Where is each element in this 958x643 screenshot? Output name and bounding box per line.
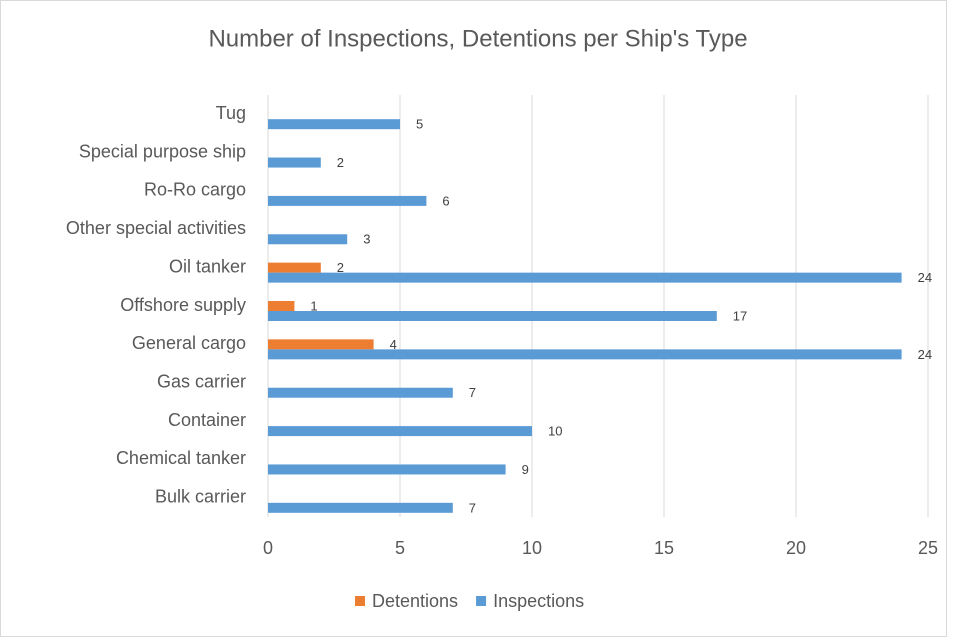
bar <box>268 349 902 360</box>
y-tick-label: General cargo <box>132 333 246 353</box>
legend-label: Detentions <box>372 591 458 611</box>
data-label: 24 <box>918 270 932 285</box>
bar <box>268 311 717 321</box>
bar <box>268 157 321 168</box>
chart-title: Number of Inspections, Detentions per Sh… <box>208 25 747 52</box>
data-label: 24 <box>918 347 932 362</box>
data-label: 2 <box>337 260 344 275</box>
bar <box>268 339 374 350</box>
bar <box>268 387 453 398</box>
bar <box>268 464 506 475</box>
bar <box>268 195 427 206</box>
legend-label: Inspections <box>493 591 584 611</box>
y-tick-label: Chemical tanker <box>116 448 246 468</box>
data-label: 4 <box>390 337 397 352</box>
y-tick-label: Gas carrier <box>157 371 246 391</box>
bar <box>268 234 348 245</box>
x-tick-label: 25 <box>918 538 938 558</box>
data-label: 7 <box>469 500 476 515</box>
legend-swatch <box>476 596 487 606</box>
y-tick-label: Tug <box>216 103 246 123</box>
data-label: 7 <box>469 385 476 400</box>
x-tick-label: 20 <box>786 538 806 558</box>
y-tick-label: Bulk carrier <box>155 487 246 507</box>
y-tick-label: Oil tanker <box>169 256 246 276</box>
y-tick-label: Other special activities <box>66 218 246 238</box>
y-tick-label: Offshore supply <box>120 295 246 315</box>
data-label: 2 <box>337 155 344 170</box>
y-tick-label: Special purpose ship <box>79 141 246 161</box>
bar <box>268 301 295 311</box>
data-label: 1 <box>310 298 317 313</box>
legend-swatch <box>355 596 365 606</box>
bar <box>268 502 453 513</box>
x-tick-label: 5 <box>395 538 405 558</box>
data-label: 6 <box>442 193 449 208</box>
data-label: 9 <box>522 462 529 477</box>
data-label: 5 <box>416 117 423 132</box>
bar <box>268 262 321 273</box>
data-label: 10 <box>548 424 562 439</box>
bar <box>268 119 400 130</box>
data-label: 3 <box>363 232 370 247</box>
x-tick-label: 0 <box>263 538 273 558</box>
data-label: 17 <box>733 308 747 323</box>
y-tick-label: Ro-Ro cargo <box>144 180 246 200</box>
x-tick-label: 15 <box>654 538 674 558</box>
bar <box>268 426 532 437</box>
x-tick-label: 10 <box>522 538 542 558</box>
y-tick-label: Container <box>168 410 246 430</box>
bar <box>268 272 902 283</box>
